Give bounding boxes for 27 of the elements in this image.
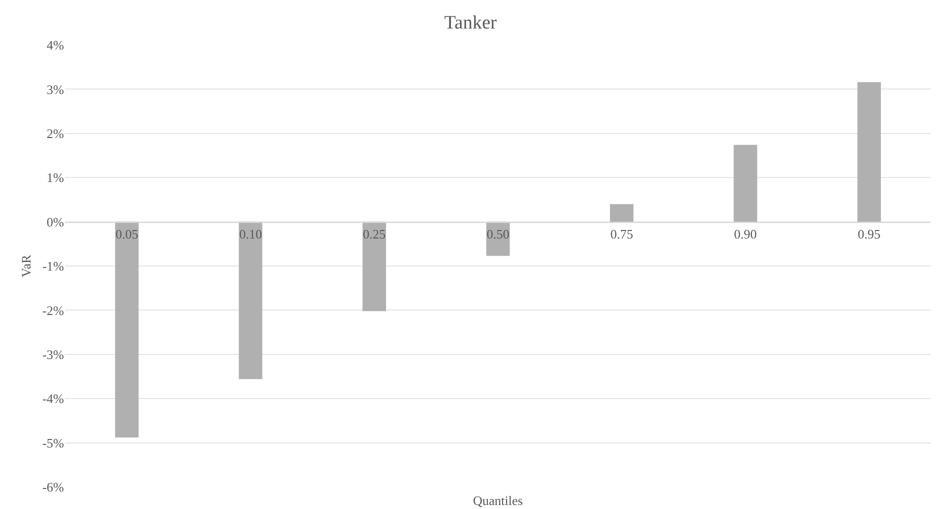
y-tick-label: 2%	[46, 126, 64, 141]
y-tick-label: 3%	[46, 82, 64, 97]
y-tick-label: -4%	[42, 391, 64, 406]
y-tick-label: -2%	[42, 302, 64, 318]
x-tick-label: 0.75	[610, 226, 634, 242]
bar	[734, 144, 758, 222]
y-tick-label: -1%	[42, 258, 64, 274]
bar	[115, 222, 139, 438]
x-tick-label: 0.90	[734, 226, 757, 242]
x-axis-title: Quantiles	[473, 493, 523, 508]
x-tick-label: 0.95	[858, 226, 881, 242]
bar	[238, 222, 262, 380]
y-tick-label: 1%	[46, 170, 64, 186]
bar	[610, 204, 634, 222]
y-axis-title: VaR	[18, 254, 34, 278]
x-tick-label: 0.25	[362, 226, 386, 242]
bar	[857, 82, 881, 222]
chart-title: Tanker	[444, 12, 498, 34]
y-tick-label: -3%	[42, 346, 64, 362]
y-tick-label: -5%	[42, 435, 64, 450]
x-tick-label: 0.50	[486, 226, 510, 242]
y-tick-label: 4%	[46, 38, 64, 53]
y-tick-label: 0%	[46, 214, 64, 230]
x-tick-label: 0.10	[239, 226, 262, 242]
x-tick-label: 0.05	[115, 226, 138, 242]
y-tick-label: -6%	[42, 480, 64, 495]
bar	[362, 222, 386, 312]
